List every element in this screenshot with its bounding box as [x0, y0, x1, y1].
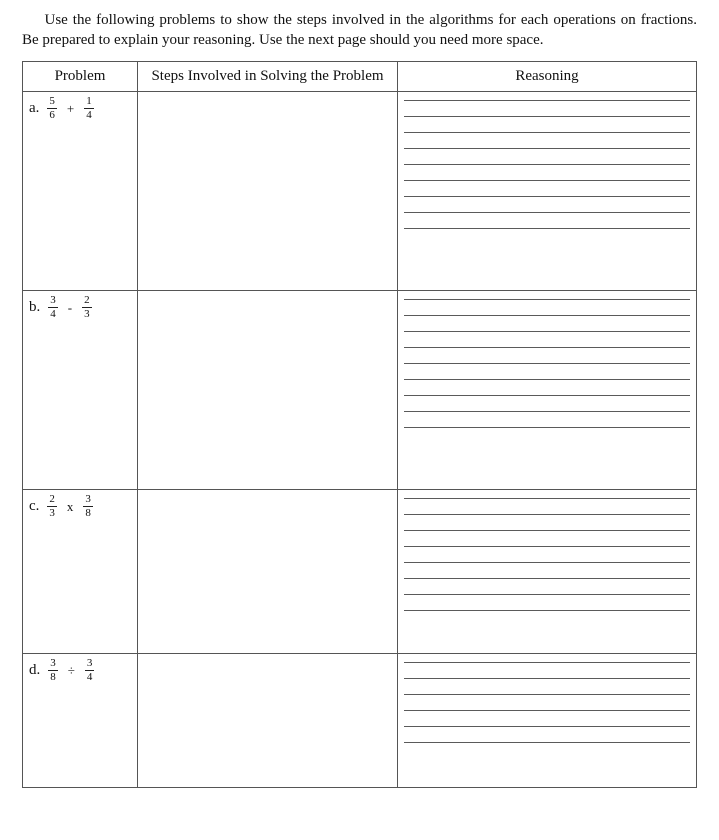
col-header-problem: Problem — [23, 61, 138, 91]
fraction-denominator: 6 — [47, 110, 57, 122]
table-row: b.34-23 — [23, 290, 697, 489]
reasoning-cell — [398, 91, 697, 290]
writing-line — [404, 363, 690, 364]
fraction-numerator: 1 — [84, 96, 94, 108]
problem-expression: c.23x38 — [29, 494, 131, 520]
fraction: 34 — [85, 658, 95, 684]
writing-line — [404, 594, 690, 595]
fraction-denominator: 8 — [83, 508, 93, 520]
steps-cell — [138, 91, 398, 290]
writing-lines — [404, 295, 690, 428]
fraction-numerator: 2 — [82, 295, 92, 307]
fraction-denominator: 4 — [84, 110, 94, 122]
fraction-denominator: 4 — [85, 672, 95, 684]
fraction-numerator: 3 — [48, 658, 58, 670]
problem-label: b. — [29, 299, 40, 316]
problem-expression: b.34-23 — [29, 295, 131, 321]
writing-line — [404, 546, 690, 547]
writing-line — [404, 726, 690, 727]
instructions-text: Use the following problems to show the s… — [22, 10, 697, 51]
problem-cell: c.23x38 — [23, 489, 138, 653]
writing-line — [404, 315, 690, 316]
fraction: 38 — [48, 658, 58, 684]
fraction-denominator: 3 — [82, 309, 92, 321]
operator: ÷ — [66, 663, 77, 679]
reasoning-cell — [398, 489, 697, 653]
table-row: c.23x38 — [23, 489, 697, 653]
fraction-denominator: 3 — [47, 508, 57, 520]
writing-line — [404, 132, 690, 133]
fraction-numerator: 3 — [85, 658, 95, 670]
problem-cell: a.56+14 — [23, 91, 138, 290]
problem-cell: b.34-23 — [23, 290, 138, 489]
col-header-steps: Steps Involved in Solving the Problem — [138, 61, 398, 91]
writing-line — [404, 395, 690, 396]
fraction: 14 — [84, 96, 94, 122]
writing-line — [404, 100, 690, 101]
writing-line — [404, 299, 690, 300]
writing-line — [404, 742, 690, 743]
writing-line — [404, 662, 690, 663]
writing-line — [404, 427, 690, 428]
table-row: d.38÷34 — [23, 653, 697, 787]
fraction-numerator: 5 — [47, 96, 57, 108]
writing-line — [404, 196, 690, 197]
reasoning-cell — [398, 290, 697, 489]
problem-label: d. — [29, 662, 40, 679]
writing-lines — [404, 658, 690, 743]
fraction-denominator: 4 — [48, 309, 58, 321]
operator: + — [65, 101, 76, 117]
fraction: 38 — [83, 494, 93, 520]
steps-cell — [138, 489, 398, 653]
worksheet-table: Problem Steps Involved in Solving the Pr… — [22, 61, 697, 788]
writing-lines — [404, 494, 690, 611]
fraction: 23 — [82, 295, 92, 321]
problem-label: a. — [29, 100, 39, 117]
writing-line — [404, 379, 690, 380]
fraction-numerator: 3 — [83, 494, 93, 506]
writing-line — [404, 610, 690, 611]
writing-line — [404, 678, 690, 679]
writing-line — [404, 148, 690, 149]
writing-line — [404, 694, 690, 695]
worksheet-page: Use the following problems to show the s… — [0, 0, 719, 808]
writing-line — [404, 514, 690, 515]
operator: x — [65, 499, 76, 515]
writing-line — [404, 164, 690, 165]
writing-line — [404, 347, 690, 348]
problem-label: c. — [29, 498, 39, 515]
fraction-numerator: 3 — [48, 295, 58, 307]
fraction: 23 — [47, 494, 57, 520]
problem-expression: a.56+14 — [29, 96, 131, 122]
reasoning-cell — [398, 653, 697, 787]
problem-expression: d.38÷34 — [29, 658, 131, 684]
writing-line — [404, 411, 690, 412]
writing-line — [404, 228, 690, 229]
fraction: 56 — [47, 96, 57, 122]
steps-cell — [138, 290, 398, 489]
writing-line — [404, 578, 690, 579]
fraction-numerator: 2 — [47, 494, 57, 506]
writing-line — [404, 331, 690, 332]
operator: - — [66, 300, 74, 316]
steps-cell — [138, 653, 398, 787]
col-header-reasoning: Reasoning — [398, 61, 697, 91]
writing-lines — [404, 96, 690, 229]
problem-cell: d.38÷34 — [23, 653, 138, 787]
writing-line — [404, 498, 690, 499]
fraction-denominator: 8 — [48, 672, 58, 684]
fraction: 34 — [48, 295, 58, 321]
table-row: a.56+14 — [23, 91, 697, 290]
table-header-row: Problem Steps Involved in Solving the Pr… — [23, 61, 697, 91]
writing-line — [404, 530, 690, 531]
writing-line — [404, 212, 690, 213]
writing-line — [404, 562, 690, 563]
writing-line — [404, 116, 690, 117]
writing-line — [404, 710, 690, 711]
writing-line — [404, 180, 690, 181]
